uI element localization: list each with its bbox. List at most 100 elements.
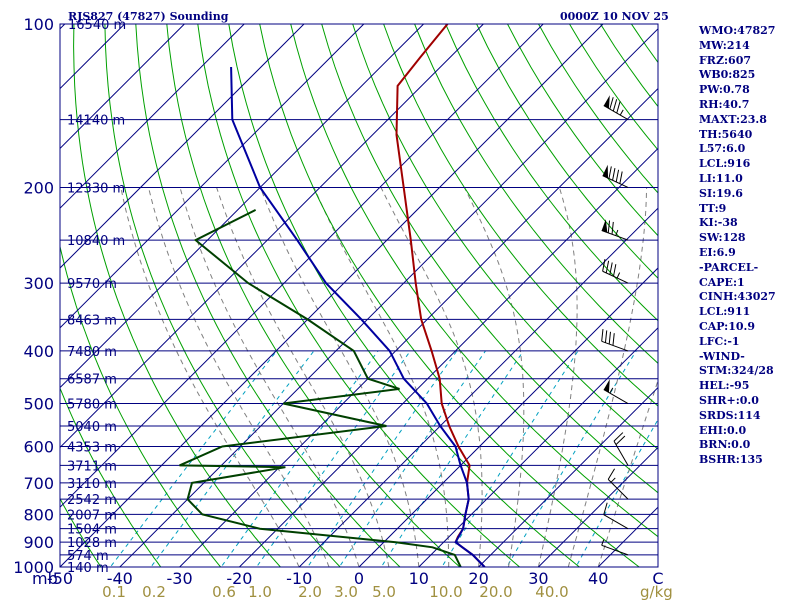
height-label: 5780 m xyxy=(67,398,117,413)
index-item: MAXT:23.8 xyxy=(699,112,767,126)
index-item: -WIND- xyxy=(699,349,745,363)
height-label: 5040 m xyxy=(67,420,117,435)
wind-barb xyxy=(603,95,629,121)
temperature-tick-label: -50 xyxy=(47,569,73,588)
pressure-tick-label: 500 xyxy=(23,395,54,414)
temperature-tick-label: -20 xyxy=(226,569,252,588)
mixing-ratio-line xyxy=(109,350,278,567)
mixing-ratio-tick-label: 3.0 xyxy=(334,583,358,600)
dry-adiabat-line xyxy=(60,386,162,567)
mixing-ratio-line xyxy=(441,350,579,567)
mixing-ratio-lines xyxy=(109,350,658,567)
pressure-tick-label: 100 xyxy=(23,15,54,34)
index-item: CAP:10.9 xyxy=(699,319,756,333)
mixing-ratio-line xyxy=(150,350,315,567)
moist-adiabat-line xyxy=(120,187,300,567)
mixing-ratio-line xyxy=(307,350,458,567)
temperature-unit-label: C xyxy=(652,569,663,588)
wind-barb-halfflag xyxy=(601,539,605,546)
wind-barb xyxy=(603,502,629,530)
temperature-tick-label: 0 xyxy=(354,569,364,588)
height-label: 1504 m xyxy=(67,523,117,538)
wind-barb-flag xyxy=(605,260,610,274)
dry-adiabat-line xyxy=(197,24,521,567)
wind-barb xyxy=(601,219,629,241)
index-item: CINH:43027 xyxy=(699,290,776,304)
index-item: EHI:0.0 xyxy=(699,423,747,437)
pressure-tick-label: 700 xyxy=(23,474,54,493)
height-label: 9570 m xyxy=(67,277,117,292)
wind-barb-pennant xyxy=(602,164,609,179)
index-item: WMO:47827 xyxy=(699,24,776,37)
mixing-ratio-tick-label: 20.0 xyxy=(479,583,512,600)
index-item: L57:6.0 xyxy=(699,142,746,156)
pressure-tick-label: 200 xyxy=(23,178,54,197)
moist-adiabat-line xyxy=(597,378,658,567)
index-item: HEL:-95 xyxy=(699,379,750,393)
wind-barb-halfflag xyxy=(609,387,614,394)
wind-barb-flag xyxy=(613,264,617,277)
height-label: 140 m xyxy=(67,561,109,576)
index-item: MW:214 xyxy=(699,38,750,52)
wind-barb-staff xyxy=(601,340,629,352)
indices-panel: WMO:47827 MW:214 FRZ:607 WB0:825 PW:0.78 RH:4… xyxy=(699,24,776,468)
temperature-tick-label: -40 xyxy=(107,569,133,588)
isobars xyxy=(60,24,658,567)
isotherm-line xyxy=(178,87,658,567)
isotherm-line xyxy=(0,24,5,579)
index-item: PW:0.78 xyxy=(699,83,750,97)
dry-adiabat-line xyxy=(414,24,658,364)
index-item: SW:128 xyxy=(699,231,746,245)
moist-adiabat-line xyxy=(259,187,420,567)
index-item: CAPE:1 xyxy=(699,275,745,289)
wind-barb xyxy=(601,539,629,556)
wind-barb-flag xyxy=(619,171,623,184)
wind-barb xyxy=(613,432,629,466)
isotherm-line xyxy=(60,24,424,389)
index-item: TH:5640 xyxy=(699,127,753,141)
wind-barb-halfflag xyxy=(619,109,624,116)
index-item: BSHR:135 xyxy=(699,453,763,467)
dry-adiabats xyxy=(60,24,658,567)
index-item: LFC:-1 xyxy=(699,334,740,348)
dry-adiabat-line xyxy=(321,24,658,494)
isotherm-line xyxy=(298,207,658,567)
height-label: 14140 m xyxy=(67,114,125,129)
mixing-ratio-unit-label: g/kg xyxy=(640,583,673,600)
dry-adiabat-line xyxy=(104,24,341,567)
pressure-tick-label: 600 xyxy=(23,438,54,457)
wind-barb xyxy=(603,379,629,404)
dewpoint-profile-line xyxy=(179,209,462,567)
wind-barb-pennant xyxy=(603,95,610,109)
temperature-labels: mb-50 -40 -30 -20 -10 0 10 20 30 40 C xyxy=(32,569,664,588)
moist-adiabat-line xyxy=(567,187,648,567)
index-item: WB0:825 xyxy=(699,68,756,82)
dry-adiabat-line xyxy=(383,24,658,407)
height-label: 2007 m xyxy=(67,508,117,523)
wind-barb xyxy=(602,259,629,284)
pressure-tick-label: 900 xyxy=(23,533,54,552)
temperature-tick-label: 10 xyxy=(409,569,429,588)
wind-barb-halfflag xyxy=(616,272,621,279)
index-item: LI:11.0 xyxy=(699,171,743,185)
isotherms xyxy=(0,24,658,579)
mixing-ratio-labels: 0.1 0.2 0.6 1.0 2.0 3.0 5.0 10.0 20.0 40.0 g/kg xyxy=(102,583,673,600)
height-label: 3110 m xyxy=(67,477,117,492)
plot-frame xyxy=(59,23,659,568)
chart-datetime: 0000Z 10 NOV 25 xyxy=(560,10,669,23)
moist-adiabat-line xyxy=(179,187,360,567)
isotherm-line xyxy=(60,24,604,567)
isotherm-line xyxy=(358,267,658,567)
mixing-ratio-tick-label: 0.2 xyxy=(142,583,166,600)
wind-barb-staff xyxy=(603,105,629,121)
mixing-ratio-tick-label: 40.0 xyxy=(535,583,568,600)
wind-barb-halfflag xyxy=(615,229,619,236)
isotherm-line xyxy=(60,24,544,508)
mixing-ratio-line xyxy=(575,418,658,567)
isotherm-line xyxy=(537,446,658,567)
height-label-top: 16540 m xyxy=(68,18,126,33)
temperature-tick-label: 20 xyxy=(468,569,488,588)
index-item: SHR+:0.0 xyxy=(699,393,759,407)
temperature-tick-label: -30 xyxy=(167,569,193,588)
